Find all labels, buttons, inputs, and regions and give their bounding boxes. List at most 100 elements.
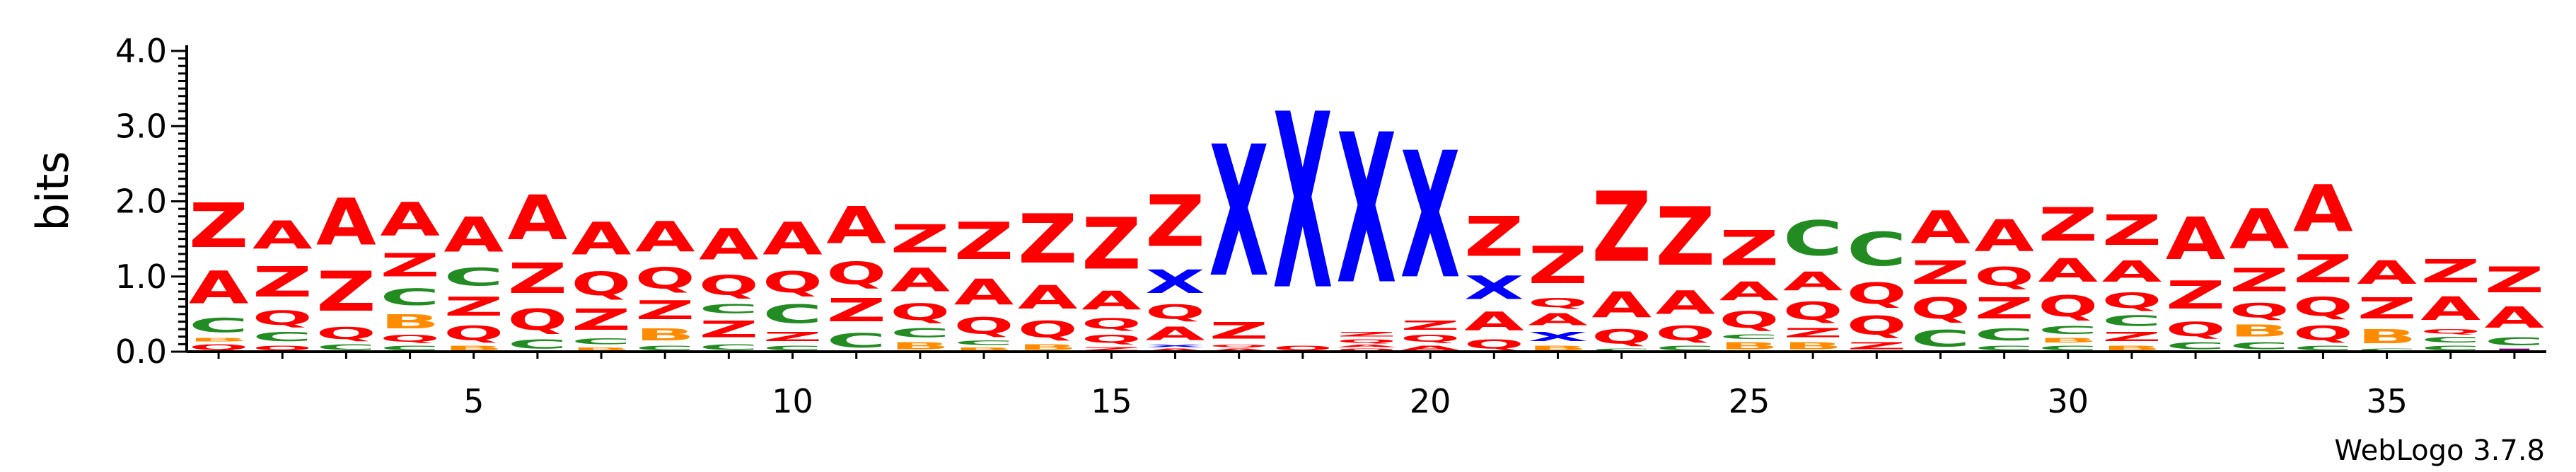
logo-letter-X: X xyxy=(1337,91,1397,330)
logo-letter-Z: Z xyxy=(699,317,759,343)
logo-letter-Q: Q xyxy=(826,256,886,292)
logo-letter-C: C xyxy=(1783,211,1843,267)
logo-letter-Q: Q xyxy=(1464,337,1524,352)
logo-letter-Z: Z xyxy=(2166,272,2226,318)
logo-letter-Z: Z xyxy=(762,329,823,344)
y-tick-label: 4.0 xyxy=(115,32,167,70)
weblogo-credit: WebLogo 3.7.8 xyxy=(2334,434,2545,467)
logo-letter-C: C xyxy=(2420,345,2481,352)
logo-letter-Z: Z xyxy=(2038,198,2098,252)
logo-letter-C: C xyxy=(1974,326,2034,344)
logo-letter-Q: Q xyxy=(635,261,695,295)
logo-letter-Q: Q xyxy=(1847,310,1907,340)
logo-letter-Q: Q xyxy=(2293,322,2353,345)
logo-letter-B: B xyxy=(2102,344,2162,352)
logo-letter-A: A xyxy=(1528,311,1588,329)
logo-letter-Z: Z xyxy=(2293,246,2353,292)
logo-letter-C: C xyxy=(253,329,313,344)
logo-letter-Q: Q xyxy=(1528,295,1588,310)
logo-letter-Z: Z xyxy=(572,303,632,337)
logo-letter-C: C xyxy=(699,343,759,352)
y-tick-label: 0.0 xyxy=(115,333,167,371)
logo-letter-Q: Q xyxy=(253,307,313,330)
logo-letter-Z: Z xyxy=(1719,220,1780,277)
logo-letter-Q: Q xyxy=(1974,261,2034,292)
logo-letter-Q: Q xyxy=(1655,322,1715,345)
logo-letter-Z: Z xyxy=(2420,253,2481,290)
logo-letter-Z: Z xyxy=(826,292,886,329)
logo-letter-Q: Q xyxy=(1783,297,1843,326)
logo-letter-A: A xyxy=(762,213,823,265)
logo-letter-C: C xyxy=(635,345,695,352)
x-tick-label: 5 xyxy=(463,382,484,420)
logo-letter-Q: Q xyxy=(316,324,376,343)
logo-letter-A: A xyxy=(1591,284,1652,326)
logo-letter-C: C xyxy=(2293,345,2353,352)
logo-letter-Q: Q xyxy=(1591,326,1652,348)
logo-letter-A: A xyxy=(954,272,1014,313)
logo-letter-Q: Q xyxy=(890,299,950,326)
logo-letter-A: A xyxy=(1081,286,1142,316)
logo-letter-Q: Q xyxy=(1337,338,1397,345)
logo-letter-C: C xyxy=(2229,340,2290,352)
logo-letter-Z: Z xyxy=(635,296,695,326)
logo-letter-Q: Q xyxy=(443,322,504,345)
logo-letter-Z: Z xyxy=(890,217,950,262)
logo-letter-C: C xyxy=(2038,323,2098,337)
logo-letter-Z: Z xyxy=(1018,200,1078,279)
logo-letter-Q: Q xyxy=(954,313,1014,339)
y-tick-label: 3.0 xyxy=(115,107,167,145)
logo-letter-C: C xyxy=(1591,348,1652,352)
logo-letter-Q: Q xyxy=(1337,348,1397,352)
logo-letter-Z: Z xyxy=(380,246,440,284)
logo-letter-Q: Q xyxy=(253,344,313,352)
logo-letter-B: B xyxy=(2357,326,2417,348)
logo-letter-B: B xyxy=(380,311,440,333)
logo-letter-B: B xyxy=(443,344,504,352)
logo-letter-Z: Z xyxy=(2485,260,2545,301)
y-axis: 0.0 1.0 2.0 3.0 4.0 xyxy=(115,32,188,371)
logo-letter-Z: Z xyxy=(189,191,249,262)
logo-letter-Z: Z xyxy=(1655,191,1715,284)
logo-letter-A: A xyxy=(253,213,313,258)
logo-letter-C: C xyxy=(762,345,823,352)
logo-letter-A: A xyxy=(890,261,950,299)
logo-letter-A: A xyxy=(189,262,249,314)
logo-letter-B: B xyxy=(572,347,632,352)
logo-letter-C: C xyxy=(2485,335,2545,348)
x-tick-label: 15 xyxy=(1091,382,1132,420)
logo-letter-B: B xyxy=(954,347,1014,352)
logo-letter-Q: Q xyxy=(699,270,759,301)
x-axis: 5 10 15 20 25 30 35 xyxy=(187,350,2546,420)
logo-letter-C: C xyxy=(826,329,886,352)
logo-letter-C: C xyxy=(316,343,376,352)
logo-letter-A: A xyxy=(635,212,695,261)
logo-letter-C: C xyxy=(572,337,632,347)
logo-letter-C: C xyxy=(890,326,950,340)
position-stack-18: QX xyxy=(1272,62,1333,352)
logo-letter-Q: Q xyxy=(1081,316,1142,332)
logo-letter-Z: Z xyxy=(1209,318,1269,345)
logo-letter-I: I xyxy=(2485,348,2545,352)
logo-letter-C: C xyxy=(1719,333,1780,341)
logo-letter-Q: Q xyxy=(2229,299,2290,322)
